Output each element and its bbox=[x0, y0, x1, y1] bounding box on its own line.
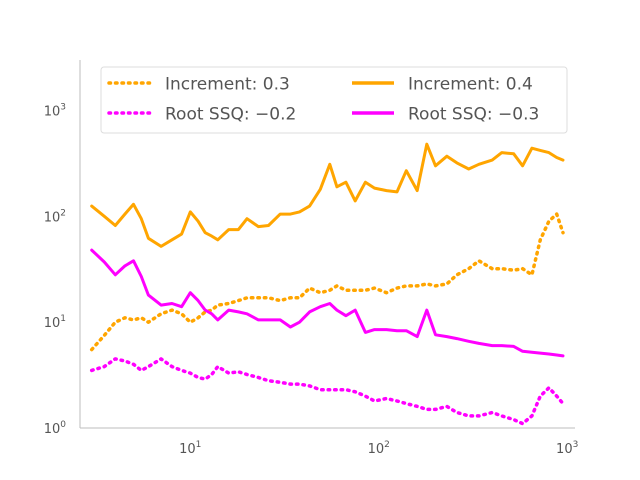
y-tick-label-0: 100 bbox=[44, 420, 67, 437]
series-line-1 bbox=[90, 142, 565, 248]
legend-label-root-ssq-0-2: Root SSQ: −0.2 bbox=[165, 105, 296, 125]
x-tick-label-1: 101 bbox=[179, 440, 201, 457]
x-tick-label-2: 102 bbox=[368, 440, 390, 457]
legend-frame bbox=[100, 66, 568, 134]
y-axis-ticks: 100 101 102 103 bbox=[44, 102, 67, 437]
x-tick-label-3: 103 bbox=[556, 440, 578, 457]
legend-label-increment-0-3: Increment: 0.3 bbox=[165, 75, 290, 95]
x-axis-ticks: 101 102 103 bbox=[179, 440, 578, 457]
series-line-2 bbox=[89, 357, 565, 426]
legend-label-increment-0-4: Increment: 0.4 bbox=[408, 75, 533, 95]
y-tick-label-1: 101 bbox=[44, 314, 66, 331]
y-tick-label-3: 103 bbox=[44, 102, 66, 119]
legend[interactable]: Increment: 0.3 Increment: 0.4 Root SSQ: … bbox=[100, 66, 568, 134]
y-tick-label-2: 102 bbox=[44, 208, 66, 225]
series-line-3 bbox=[90, 248, 565, 358]
series-line-0 bbox=[89, 212, 565, 352]
legend-label-root-ssq-0-3: Root SSQ: −0.3 bbox=[408, 105, 539, 125]
plot-area bbox=[89, 142, 565, 426]
